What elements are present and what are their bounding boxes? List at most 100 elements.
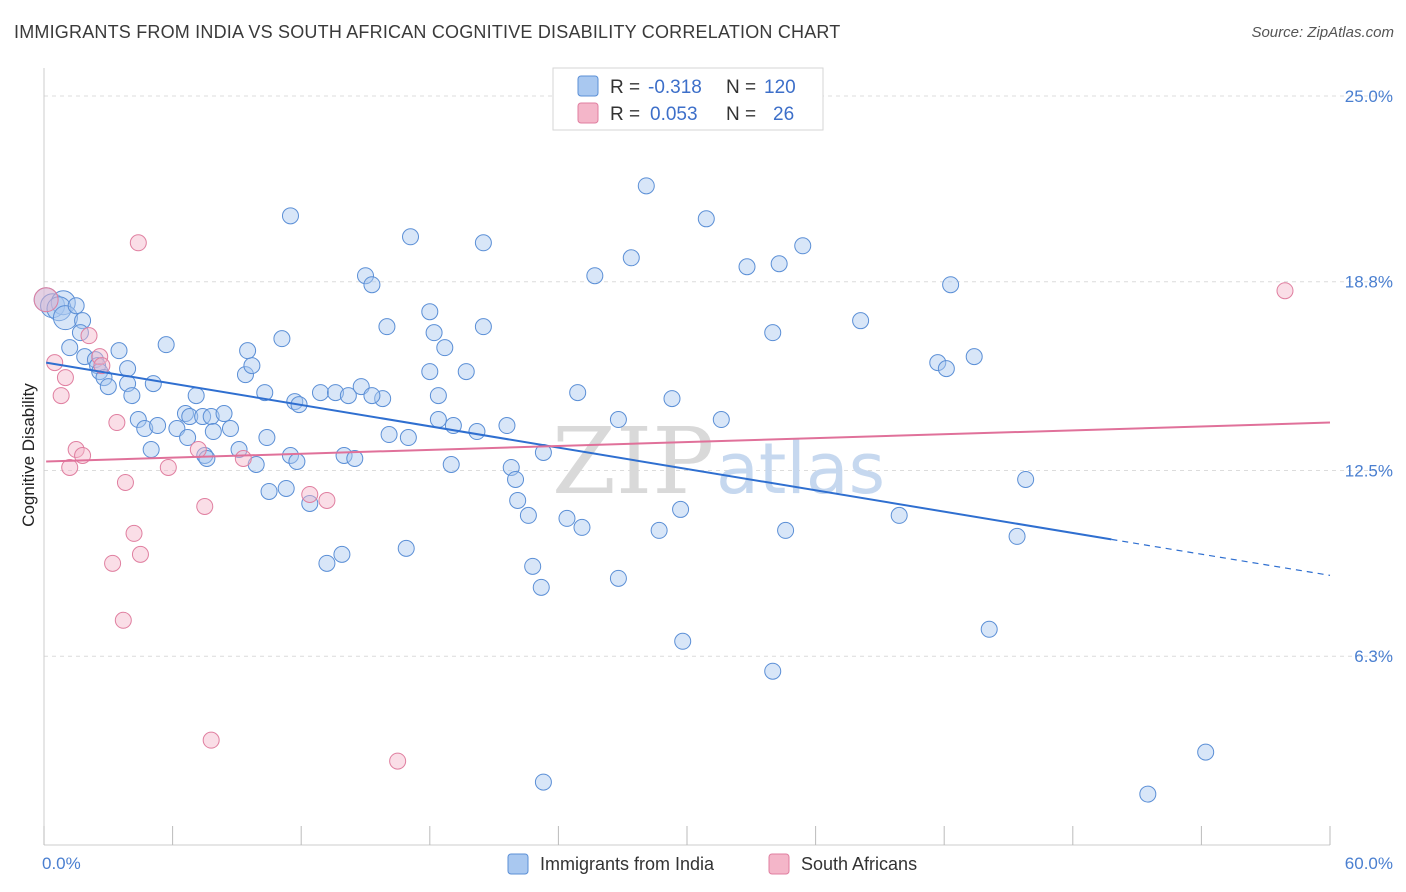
india-point-48	[281, 447, 299, 465]
india-point-97	[622, 249, 640, 267]
india-point-116	[965, 348, 983, 366]
india-point-65	[363, 387, 381, 405]
india-point-73	[429, 387, 447, 405]
south-african-point-20	[202, 731, 220, 749]
bottom-legend: Immigrants from India South Africans	[507, 853, 917, 875]
india-point-51	[281, 207, 299, 225]
india-point-30	[202, 408, 220, 426]
india-point-120	[1139, 785, 1157, 803]
y-tick-label-0: 6.3%	[1354, 647, 1393, 666]
legend-swatch-india	[577, 75, 599, 97]
india-point-50	[277, 479, 295, 497]
india-point-115	[942, 276, 960, 294]
india-point-95	[609, 411, 627, 429]
india-point-38	[236, 366, 254, 384]
south-african-point-23	[318, 491, 336, 509]
south-african-point-24	[389, 752, 407, 770]
india-point-106	[764, 324, 782, 342]
data-points	[33, 177, 1294, 803]
india-point-100	[663, 390, 681, 408]
india-point-87	[524, 557, 542, 575]
south-african-point-7	[80, 327, 98, 345]
bottom-legend-swatch-south-africans	[768, 853, 790, 875]
legend-swatch-south-africans	[577, 102, 599, 124]
india-point-42	[258, 429, 276, 447]
india-point-60	[357, 267, 374, 285]
india-point-93	[569, 384, 587, 402]
india-point-9	[76, 348, 94, 366]
india-point-99	[650, 521, 668, 539]
legend-r-label-india: R =	[610, 77, 640, 98]
south-african-point-19	[196, 497, 214, 515]
india-point-23	[149, 417, 167, 435]
y-tick-label-2: 18.8%	[1345, 273, 1393, 292]
india-point-102	[674, 632, 692, 650]
south-african-point-0	[33, 287, 59, 313]
india-point-37	[230, 441, 248, 459]
india-point-89	[532, 578, 550, 596]
india-point-32	[221, 420, 239, 438]
india-point-59	[346, 450, 364, 467]
india-point-111	[852, 312, 870, 330]
india-point-61	[363, 276, 381, 294]
india-point-29	[194, 408, 212, 426]
india-point-57	[333, 545, 351, 563]
chart-title: IMMIGRANTS FROM INDIA VS SOUTH AFRICAN C…	[14, 22, 841, 42]
india-point-108	[777, 521, 795, 539]
x-tick-label-0: 0.0%	[42, 854, 81, 873]
india-point-62	[378, 318, 396, 336]
india-trend-line	[45, 361, 1112, 541]
india-point-36	[198, 450, 216, 467]
india-point-117	[980, 620, 998, 638]
india-point-8	[61, 339, 79, 357]
legend-r-label-south-africans: R =	[610, 104, 640, 125]
india-point-71	[421, 363, 439, 381]
india-point-85	[519, 506, 537, 524]
india-point-103	[697, 210, 715, 228]
south-african-point-4	[61, 458, 79, 476]
india-point-5	[67, 297, 85, 315]
india-point-77	[442, 455, 460, 473]
india-point-94	[586, 267, 604, 285]
legend-n-value-india: 120	[764, 77, 796, 98]
india-point-40	[239, 342, 257, 360]
south-african-point-17	[159, 458, 177, 476]
south-african-trend-line	[46, 421, 1331, 463]
india-point-109	[764, 662, 782, 680]
india-point-70	[421, 303, 439, 321]
south-african-point-11	[108, 414, 126, 432]
south-african-point-22	[301, 485, 319, 503]
x-tick-labels: 0.0% 60.0%	[42, 854, 1393, 873]
india-point-66	[380, 426, 398, 444]
india-point-22	[136, 420, 154, 438]
india-point-75	[429, 411, 447, 429]
india-point-78	[457, 363, 475, 381]
trend-lines	[45, 361, 1331, 576]
south-african-point-3	[56, 369, 74, 387]
india-point-86	[509, 491, 527, 509]
legend: R = -0.318 N = 120 R = 0.053 N = 26	[552, 67, 824, 131]
india-point-98	[637, 177, 655, 195]
india-point-101	[672, 500, 690, 518]
india-point-24	[142, 441, 160, 459]
india-point-72	[425, 324, 443, 342]
india-point-54	[339, 387, 357, 405]
south-african-point-2	[52, 387, 70, 405]
india-point-113	[929, 354, 947, 372]
legend-r-value-south-africans: 0.053	[650, 104, 698, 125]
india-point-82	[498, 417, 516, 435]
legend-n-label-india: N =	[726, 77, 756, 98]
grid-lines	[44, 95, 1392, 657]
india-point-68	[397, 539, 415, 557]
india-point-91	[558, 509, 576, 527]
y-tick-labels: 6.3% 12.5% 18.8% 25.0%	[1345, 87, 1393, 666]
legend-r-value-india: -0.318	[648, 77, 702, 98]
south-african-point-13	[114, 611, 132, 629]
india-point-67	[399, 429, 417, 447]
india-point-107	[770, 255, 788, 273]
y-axis-title: Cognitive Disability	[19, 383, 38, 527]
south-african-point-12	[116, 473, 134, 491]
south-african-point-18	[189, 441, 207, 459]
india-point-104	[712, 411, 730, 429]
